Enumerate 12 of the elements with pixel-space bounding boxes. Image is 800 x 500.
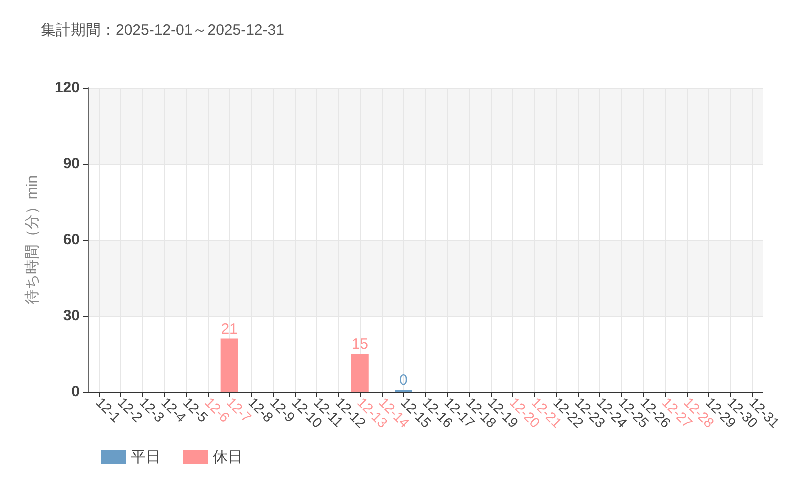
y-tick-label: 90 [63,156,80,172]
y-tick-label: 60 [63,232,80,248]
y-tick-label: 30 [63,308,80,324]
data-label: 21 [221,320,238,338]
y-tick-label: 120 [54,80,80,96]
legend-label: 休日 [213,449,243,466]
chart-title: 集計期間：2025-12-01～2025-12-31 [41,22,284,39]
data-label: 15 [352,336,369,353]
y-tick-label: 0 [72,384,80,400]
y-axis-title: 待ち時間（分）min [24,175,41,305]
data-label: 0 [400,372,408,389]
legend-label: 平日 [131,449,161,466]
